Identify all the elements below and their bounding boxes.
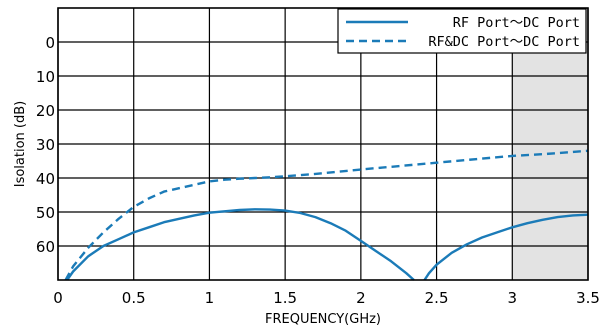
y-tick-label: 30 xyxy=(36,136,55,154)
y-tick-label: 20 xyxy=(36,102,55,120)
x-axis-ticks: 0 0.5 1 1.5 2 2.5 3 3.5 xyxy=(53,289,600,307)
legend-label-1: RF Port～DC Port xyxy=(453,15,580,31)
x-tick-label: 0 xyxy=(53,289,63,307)
y-tick-label: 40 xyxy=(36,170,55,188)
legend-label-2: RF&DC Port～DC Port xyxy=(428,34,580,50)
y-tick-label: 10 xyxy=(36,68,55,86)
legend-box xyxy=(337,8,587,54)
x-tick-label: 1.5 xyxy=(273,289,297,307)
series-line-2 xyxy=(64,149,589,281)
plot-frame xyxy=(57,7,589,281)
y-axis-label: Isolation (dB) xyxy=(13,101,28,188)
y-tick-label: 60 xyxy=(36,238,55,256)
series-line-1 xyxy=(423,213,589,281)
x-tick-label: 2 xyxy=(356,289,366,307)
x-tick-label: 3 xyxy=(508,289,518,307)
y-axis-ticks: 0 10 20 30 40 50 60 xyxy=(36,34,55,256)
series-line-1 xyxy=(66,208,415,281)
x-tick-label: 1 xyxy=(205,289,215,307)
legend: RF Port～DC Port RF&DC Port～DC Port xyxy=(337,8,587,54)
y-tick-label: 0 xyxy=(45,34,55,52)
x-axis-label: FREQUENCY(GHz) xyxy=(265,312,381,327)
x-tick-label: 0.5 xyxy=(122,289,146,307)
series-lines xyxy=(64,149,589,281)
x-tick-label: 3.5 xyxy=(576,289,600,307)
y-tick-label: 50 xyxy=(36,204,55,222)
plot-border xyxy=(57,7,589,281)
x-tick-label: 2.5 xyxy=(425,289,449,307)
